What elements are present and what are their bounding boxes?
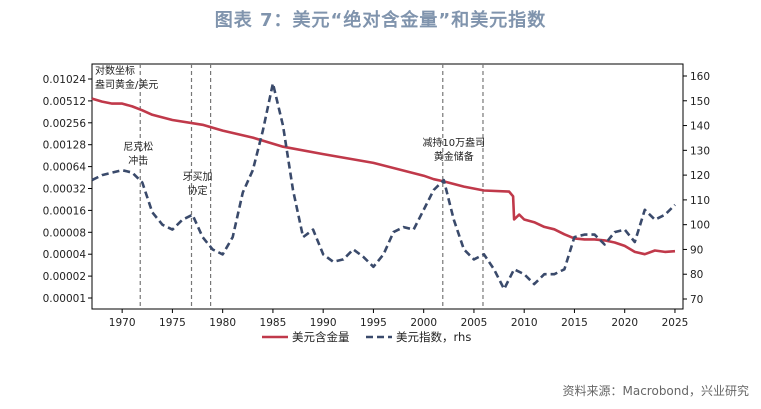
right-tick-label: 90 bbox=[690, 244, 703, 256]
annotation-text: 冲击 bbox=[128, 154, 148, 167]
x-tick-label: 1975 bbox=[159, 317, 186, 329]
left-tick-label: 0.00512 bbox=[43, 96, 86, 108]
left-tick-label: 0.01024 bbox=[43, 74, 87, 86]
x-tick-label: 2000 bbox=[410, 317, 437, 329]
left-tick-label: 0.00001 bbox=[43, 293, 86, 305]
left-tick-label: 0.00064 bbox=[43, 162, 87, 174]
annotation-text: 盎司黄金/美元 bbox=[95, 78, 158, 91]
dollar-index-line bbox=[91, 82, 676, 291]
right-tick-label: 110 bbox=[690, 195, 710, 207]
right-tick-label: 100 bbox=[690, 220, 710, 232]
right-tick-label: 120 bbox=[690, 170, 710, 182]
x-tick-label: 1970 bbox=[109, 317, 136, 329]
x-tick-label: 1980 bbox=[209, 317, 236, 329]
right-tick-label: 80 bbox=[690, 269, 703, 281]
x-tick-label: 2005 bbox=[461, 317, 488, 329]
left-tick-label: 0.00002 bbox=[43, 271, 86, 283]
left-tick-label: 0.00004 bbox=[43, 249, 87, 261]
right-tick-label: 160 bbox=[690, 71, 710, 83]
annotation-text: 减持10万盎司 bbox=[422, 136, 485, 149]
x-tick-label: 2010 bbox=[511, 317, 538, 329]
right-tick-label: 130 bbox=[690, 145, 710, 157]
x-tick-label: 1990 bbox=[310, 317, 337, 329]
right-tick-label: 150 bbox=[690, 96, 710, 108]
legend-gold-label: 美元含金量 bbox=[292, 330, 350, 344]
left-tick-label: 0.00128 bbox=[43, 140, 86, 152]
right-tick-label: 70 bbox=[690, 294, 703, 306]
left-tick-label: 0.00016 bbox=[43, 205, 87, 217]
gold-content-line bbox=[91, 97, 676, 256]
x-tick-label: 1985 bbox=[260, 317, 287, 329]
right-tick-label: 140 bbox=[690, 121, 710, 133]
chart-title: 图表 7：美元“绝对含金量”和美元指数 bbox=[214, 10, 547, 31]
annotation-text: 尼克松 bbox=[123, 140, 153, 153]
left-tick-label: 0.00256 bbox=[43, 118, 87, 130]
x-tick-label: 2015 bbox=[561, 317, 588, 329]
annotation-text: 协定 bbox=[188, 184, 208, 197]
annotation-text: 牙买加 bbox=[183, 171, 213, 183]
x-tick-label: 2025 bbox=[662, 317, 689, 329]
legend-dxy-label: 美元指数，rhs bbox=[396, 330, 471, 344]
plot-frame bbox=[91, 63, 684, 310]
left-tick-label: 0.00032 bbox=[43, 184, 86, 196]
annotation-text: 黄金储备 bbox=[434, 150, 474, 163]
source-note: 资料来源：Macrobond，兴业研究 bbox=[562, 384, 750, 398]
x-tick-label: 2020 bbox=[611, 317, 638, 329]
x-tick-label: 1995 bbox=[360, 317, 387, 329]
left-tick-label: 0.00008 bbox=[43, 227, 86, 239]
annotation-text: 对数坐标 bbox=[95, 64, 135, 77]
